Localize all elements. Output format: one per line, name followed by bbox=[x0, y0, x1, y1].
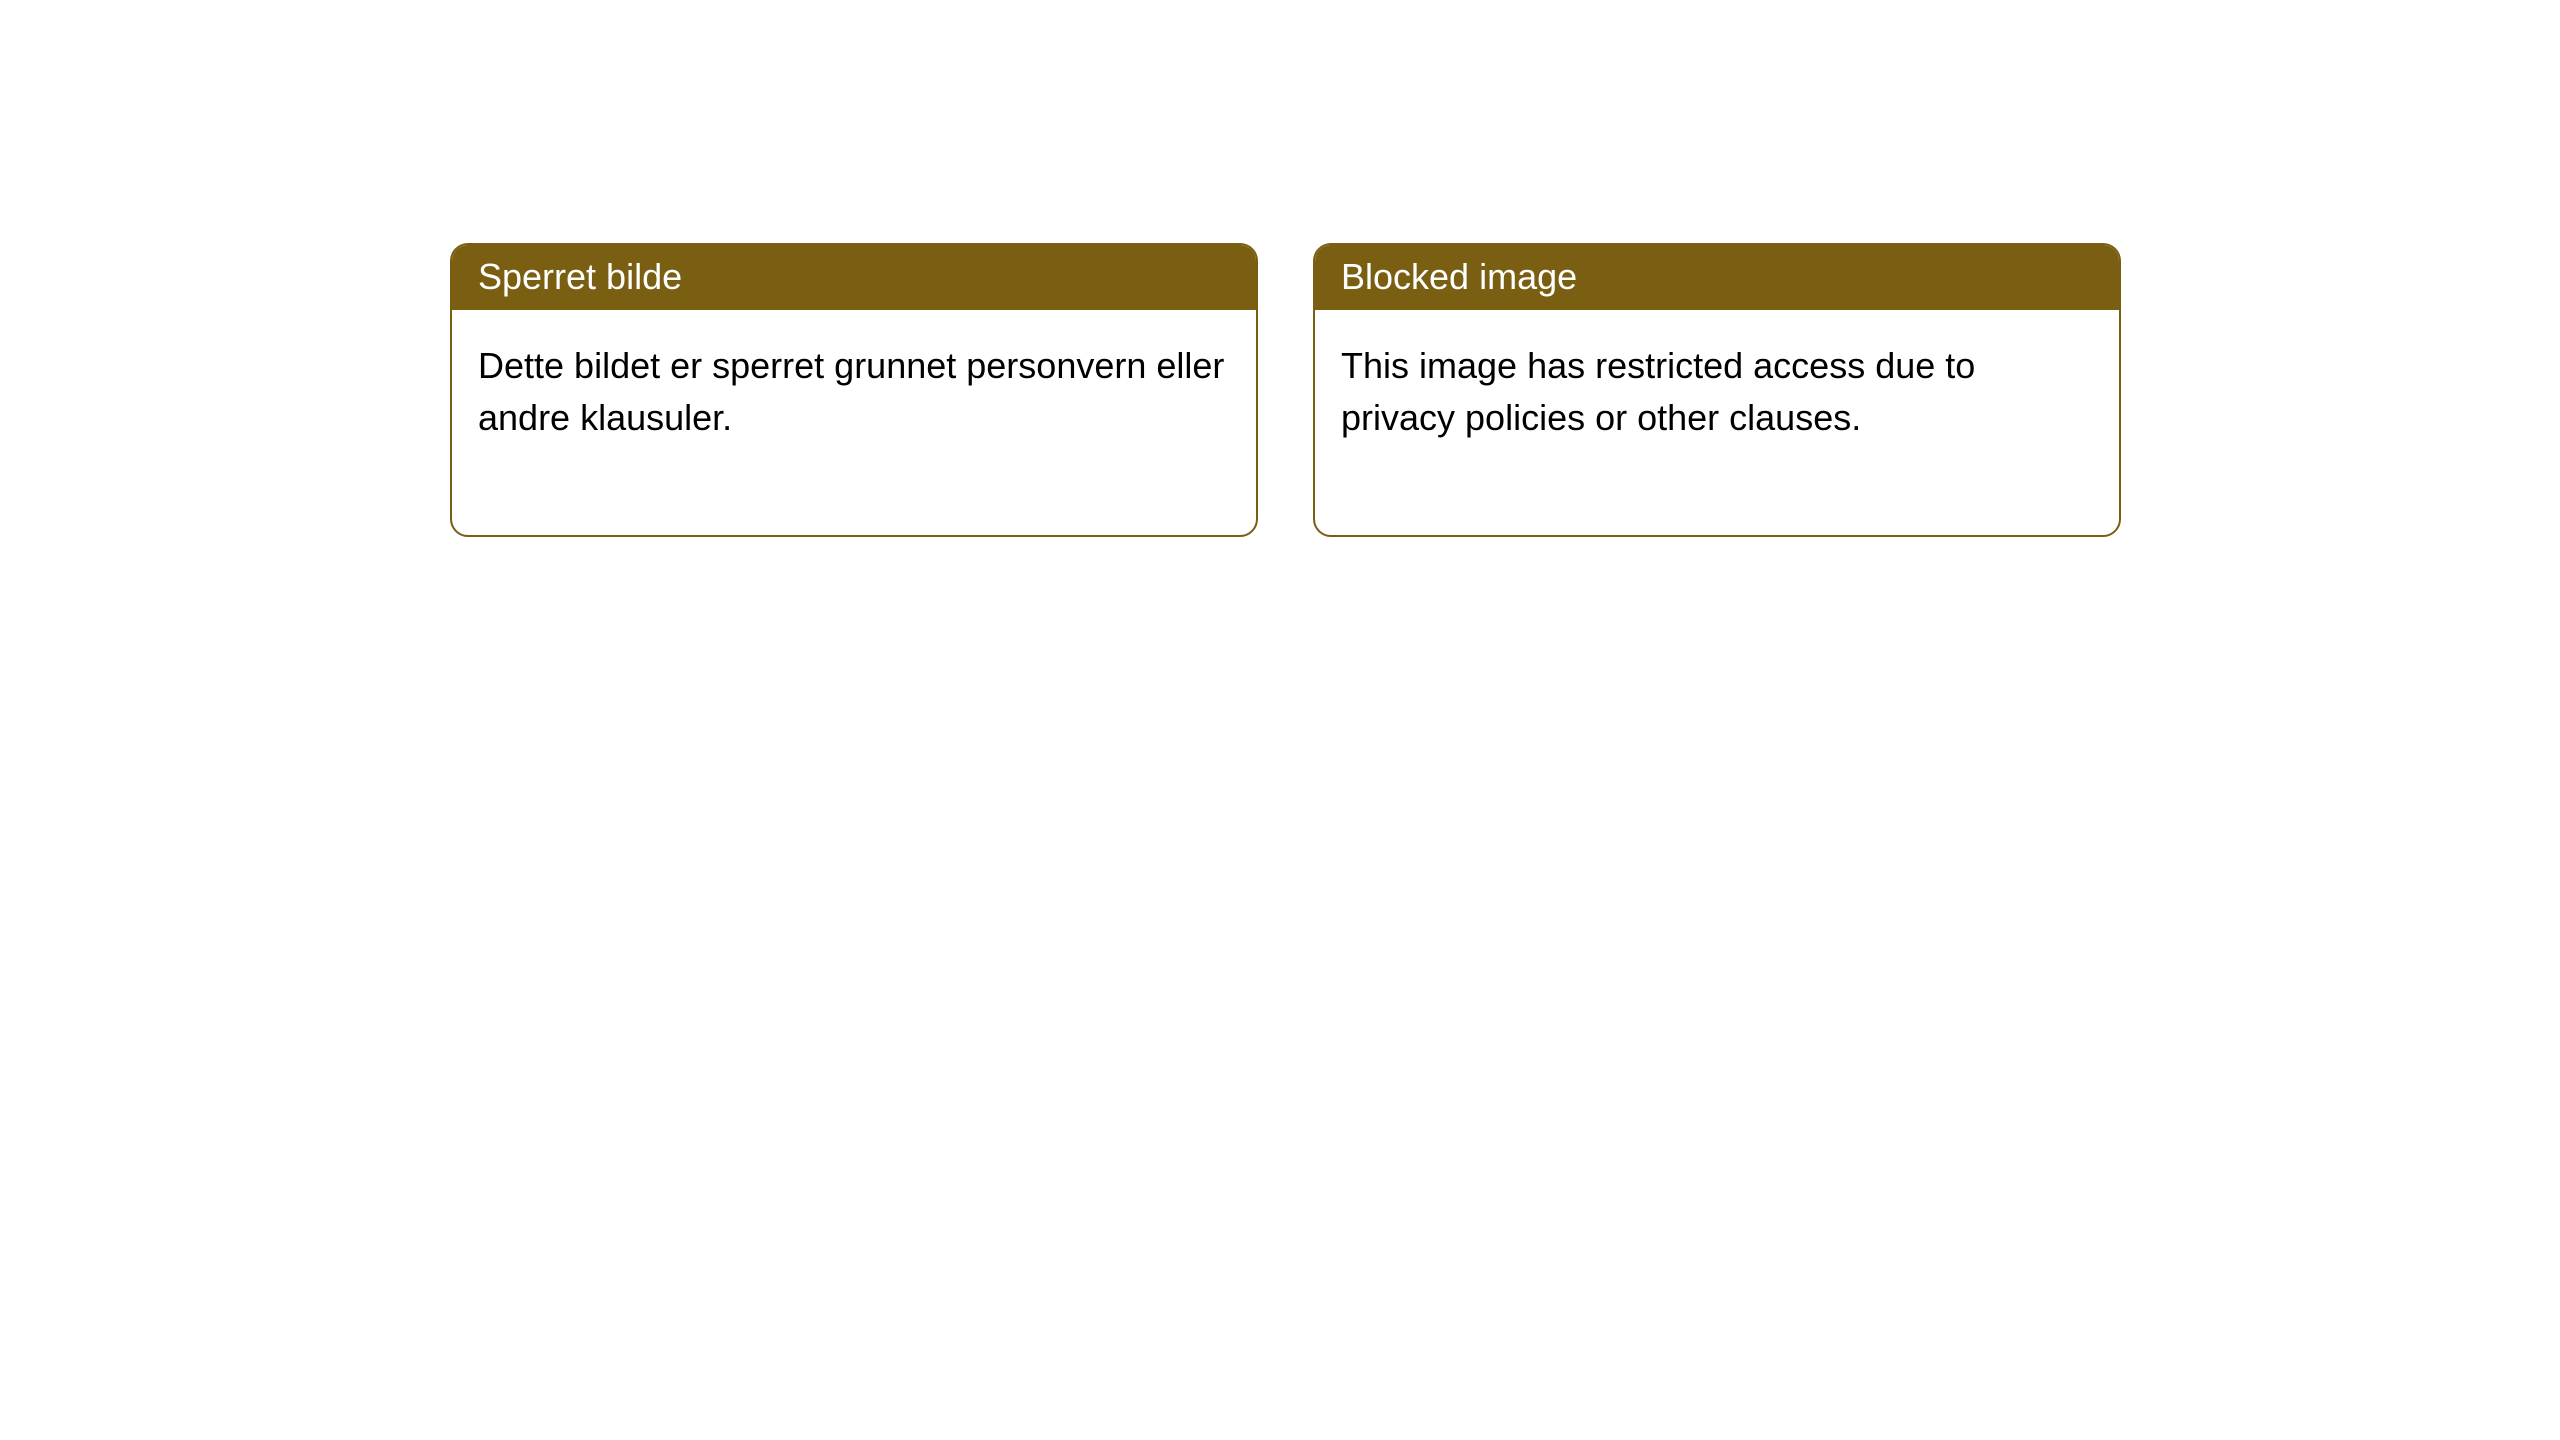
card-header: Blocked image bbox=[1315, 245, 2119, 310]
notice-card-norwegian: Sperret bilde Dette bildet er sperret gr… bbox=[450, 243, 1258, 537]
card-body: Dette bildet er sperret grunnet personve… bbox=[452, 310, 1256, 534]
card-body: This image has restricted access due to … bbox=[1315, 310, 2119, 534]
card-header: Sperret bilde bbox=[452, 245, 1256, 310]
notice-card-english: Blocked image This image has restricted … bbox=[1313, 243, 2121, 537]
notice-cards-container: Sperret bilde Dette bildet er sperret gr… bbox=[450, 243, 2121, 537]
